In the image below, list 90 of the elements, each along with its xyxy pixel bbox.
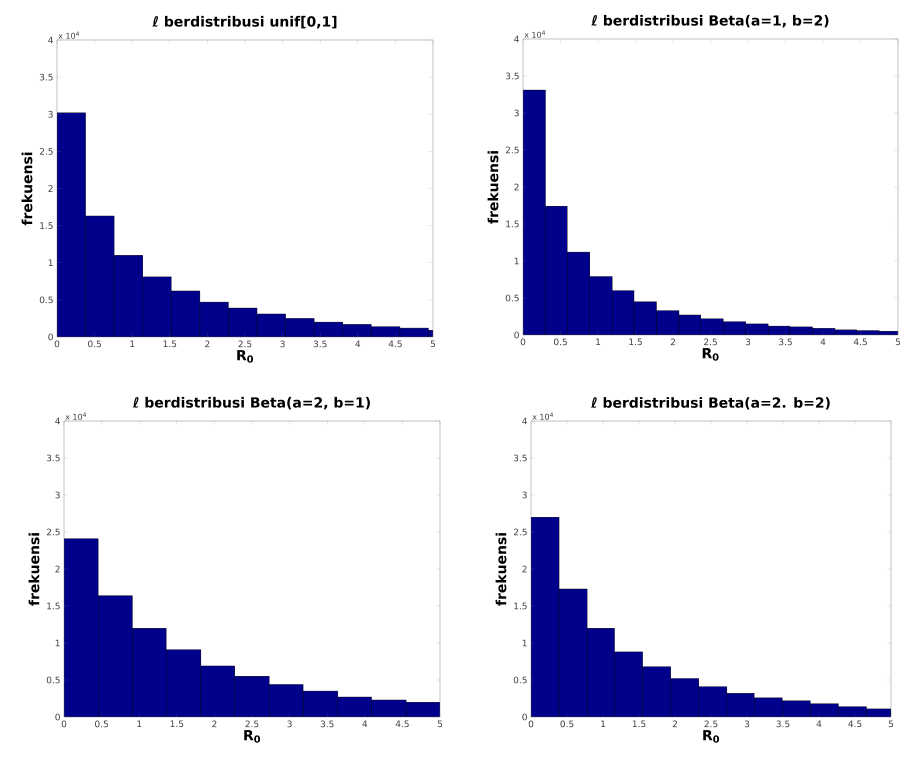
y-tick-label: 0 xyxy=(48,334,53,340)
x-tick-label: 0.5 xyxy=(560,720,574,728)
x-tick-label: 2.5 xyxy=(238,340,252,348)
x-tick-label: 0.5 xyxy=(554,338,567,346)
x-tick-label: 3.5 xyxy=(314,340,327,348)
x-axis-title: R$_{0}$ xyxy=(237,350,254,363)
y-tick-label: 2 xyxy=(48,185,53,192)
x-tick-label: 4 xyxy=(820,338,826,346)
y-tick-label: 1 xyxy=(522,640,527,646)
y-tick-label: 1 xyxy=(514,258,519,264)
x-tick-label: 1.5 xyxy=(632,720,646,728)
x-tick-label: 1 xyxy=(130,340,134,348)
x-tick-label: 2 xyxy=(205,340,210,348)
y-tick-label: 1.5 xyxy=(506,220,519,228)
x-tick-label: 5 xyxy=(438,720,442,728)
y-tick-label: 3.5 xyxy=(514,454,527,462)
y-tick-label: 2.5 xyxy=(506,146,519,154)
x-tick-label: 0.5 xyxy=(88,340,101,348)
y-axis-title: frekuensi xyxy=(22,152,32,226)
x-tick-label: 1.5 xyxy=(170,720,184,728)
y-tick-label: 1.5 xyxy=(514,602,527,610)
x-tick-label: 2 xyxy=(672,720,677,728)
x-tick-label: 1 xyxy=(596,338,600,346)
x-tick-label: 5 xyxy=(888,720,894,728)
x-tick-label: 4.5 xyxy=(388,340,402,348)
x-tick-label: 4 xyxy=(355,340,360,348)
y-tick-label: 1 xyxy=(56,640,60,646)
x-tick-label: 5 xyxy=(896,338,900,346)
x-tick-label: 3.5 xyxy=(776,720,790,728)
y-tick-label: 2 xyxy=(55,566,60,572)
x-tick-label: 3 xyxy=(744,720,750,728)
x-tick-label: 5 xyxy=(430,340,436,348)
y-tick-label: 0.5 xyxy=(506,294,519,302)
x-tick-label: 1.5 xyxy=(164,340,176,348)
x-tick-label: 1 xyxy=(601,720,606,728)
y-tick-label: 4 xyxy=(55,418,60,424)
y-tick-label: 3 xyxy=(514,110,519,116)
x-tick-label: 2.5 xyxy=(704,720,718,728)
x-tick-label: 4.5 xyxy=(854,338,867,346)
x-tick-label: 3.5 xyxy=(320,720,334,728)
chart-title: ℓ berdistribusi unif[0,1] xyxy=(152,16,336,28)
x-tick-label: 2 xyxy=(212,720,216,728)
y-axis-title: frekuensi xyxy=(488,151,498,224)
x-tick-label: 2.5 xyxy=(704,338,717,346)
y-tick-label: 2.5 xyxy=(46,528,60,536)
y-tick-label: 4 xyxy=(522,418,527,424)
chart-title: ℓ berdistribusi Beta(a=1, b=2) xyxy=(591,14,828,28)
y-tick-label: 2.5 xyxy=(514,528,527,536)
x-tick-label: 0 xyxy=(62,720,66,728)
y-tick-label: 1.5 xyxy=(40,222,53,229)
chart-title: ℓ berdistribusi Beta(a=2, b=1) xyxy=(132,396,370,410)
x-tick-label: 4 xyxy=(816,720,822,728)
x-tick-label: 2.5 xyxy=(246,720,258,728)
x-tick-label: 3 xyxy=(746,338,750,346)
y-tick-label: 3 xyxy=(48,110,53,118)
x-tick-label: 1 xyxy=(137,720,142,728)
y-tick-label: 3 xyxy=(522,492,527,498)
x-tick-label: 0 xyxy=(528,720,534,728)
y-tick-label: 3.5 xyxy=(40,74,53,81)
y-tick-label: 0 xyxy=(522,714,527,720)
y-tick-label: 2 xyxy=(522,566,527,572)
y-tick-label: 1.5 xyxy=(47,602,60,610)
y-axis-title: frekuensi xyxy=(28,533,40,606)
y-tick-label: 0 xyxy=(55,714,60,720)
y-tick-label: 3.5 xyxy=(46,454,60,462)
y-axis-title: frekuensi xyxy=(496,533,506,606)
x-axis-title: R$_{0}$ xyxy=(703,730,720,743)
x-tick-label: 4.5 xyxy=(396,720,409,728)
x-tick-label: 0.5 xyxy=(95,720,108,728)
x-axis-title: R$_{0}$ xyxy=(244,730,260,743)
y-tick-label: 0.5 xyxy=(40,296,53,304)
y-tick-label: 0.5 xyxy=(46,676,60,684)
x-tick-label: 4 xyxy=(362,720,368,728)
y-tick-label: 3 xyxy=(55,492,60,498)
x-tick-label: 3 xyxy=(287,720,292,728)
x-tick-label: 2 xyxy=(670,338,675,346)
x-axis-title: R$_{0}$ xyxy=(702,348,719,361)
y-tick-label: 4 xyxy=(514,36,519,42)
x-tick-label: 3 xyxy=(280,340,285,348)
x-tick-label: 3.5 xyxy=(779,338,792,346)
y-tick-label: 4 xyxy=(48,36,53,44)
y-tick-label: 2.5 xyxy=(40,148,53,155)
y-tick-label: 0.5 xyxy=(514,676,527,684)
x-tick-label: 1.5 xyxy=(629,338,642,346)
x-tick-label: 4.5 xyxy=(848,720,862,728)
y-tick-label: 3.5 xyxy=(506,72,519,80)
y-tick-label: 0 xyxy=(514,332,519,338)
y-tick-label: 2 xyxy=(514,184,519,190)
chart-title: ℓ berdistribusi Beta(a=2. b=2) xyxy=(590,397,830,410)
y-tick-label: 1 xyxy=(48,259,53,266)
